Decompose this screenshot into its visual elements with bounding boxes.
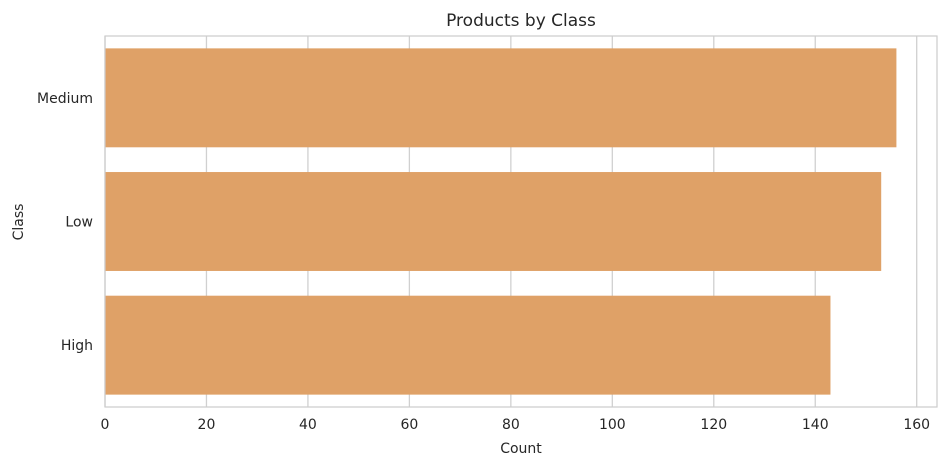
x-axis-label: Count (500, 441, 542, 457)
y-axis-label: Class (11, 204, 27, 241)
chart-title: Products by Class (446, 11, 596, 31)
y-tick-labels: Medium Low High (37, 91, 93, 354)
x-tick-label: 120 (700, 417, 727, 433)
x-tick-label: 160 (903, 417, 930, 433)
bar-medium (105, 48, 897, 148)
x-tick-label: 20 (198, 417, 216, 433)
bar-high (105, 295, 831, 395)
x-tick-label: 40 (299, 417, 317, 433)
x-tick-label: 100 (599, 417, 626, 433)
y-tick-label: Low (65, 215, 93, 231)
x-tick-labels: 0 20 40 60 80 100 120 140 160 (101, 417, 931, 433)
x-tick-label: 0 (101, 417, 110, 433)
x-tick-label: 140 (802, 417, 829, 433)
bars (105, 48, 897, 395)
bar-low (105, 172, 882, 271)
y-tick-label: High (61, 338, 93, 354)
x-tick-label: 80 (502, 417, 520, 433)
plot-frame (104, 35, 938, 408)
y-tick-label: Medium (37, 91, 93, 107)
x-tick-label: 60 (400, 417, 418, 433)
